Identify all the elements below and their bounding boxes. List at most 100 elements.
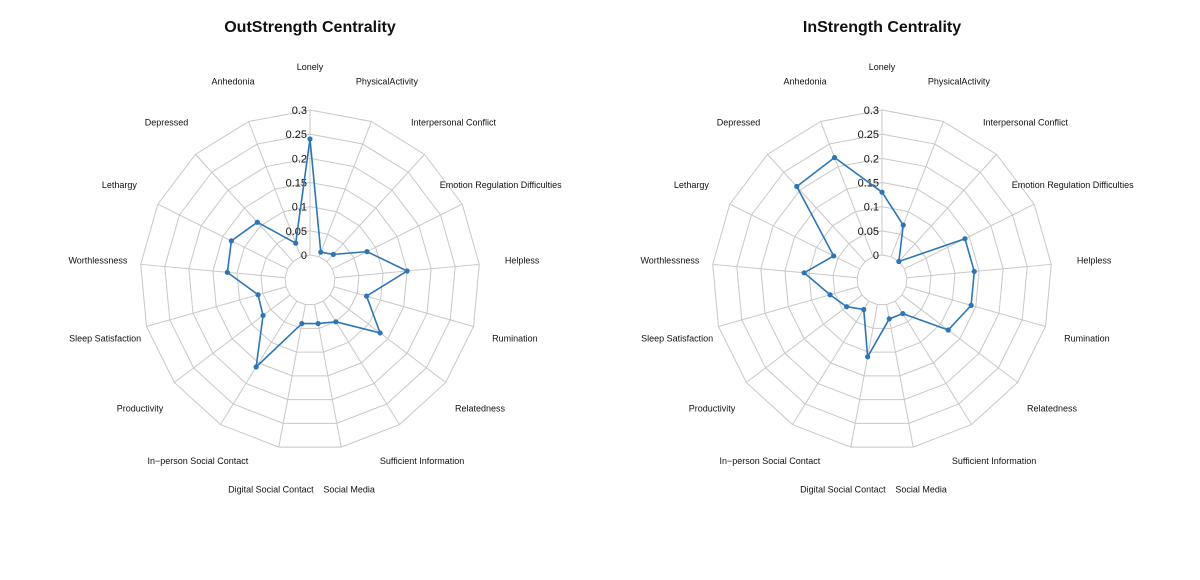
- outstrength-spoke: [140, 263, 286, 279]
- instrength-point-physicalactivity: [900, 222, 906, 228]
- outstrength-axis-label-worthlessness: Worthlessness: [68, 255, 127, 265]
- outstrength-point-physicalactivity: [318, 249, 324, 255]
- instrength-point-sleep-satisfaction: [827, 292, 833, 298]
- outstrength-radar-chart: OutStrength Centrality 0 0.05 0.1 0.15 0.2 0.…: [68, 19, 562, 494]
- outstrength-spoke: [326, 154, 425, 262]
- outstrength-r-tick-label: 0: [301, 250, 307, 262]
- outstrength-spoke: [314, 304, 342, 448]
- instrength-spoke: [905, 286, 1046, 328]
- outstrength-grid-ring: [260, 230, 360, 329]
- instrength-chart-title: InStrength Centrality: [803, 19, 961, 36]
- outstrength-grid-ring: [212, 181, 408, 377]
- instrength-axis-label-relatedness: Relatedness: [1027, 403, 1078, 413]
- instrength-spoke: [886, 304, 914, 448]
- outstrength-axis-label-sleep-satisfaction: Sleep Satisfaction: [69, 333, 141, 343]
- instrength-spoke: [894, 300, 972, 425]
- instrength-spoke: [850, 304, 878, 448]
- outstrength-spoke: [146, 286, 287, 328]
- outstrength-grid-ring: [164, 133, 456, 424]
- outstrength-spoke: [329, 294, 446, 383]
- outstrength-spoke: [174, 294, 291, 383]
- instrength-spoke: [718, 286, 859, 328]
- instrength-r-tick-label: 0.2: [864, 153, 879, 165]
- outstrength-spoke: [333, 286, 474, 328]
- instrength-axis-label-emotion-regulation-difficulties: Emotion Regulation Difficulties: [1012, 180, 1134, 190]
- instrength-point-relatedness: [945, 327, 951, 333]
- instrength-grid-ring: [832, 230, 932, 329]
- instrength-axis-label-worthlessness: Worthlessness: [640, 255, 699, 265]
- instrength-spoke: [792, 300, 870, 425]
- instrength-point-depressed: [794, 183, 800, 190]
- outstrength-chart-title: OutStrength Centrality: [224, 19, 396, 36]
- instrength-point-productivity: [844, 304, 850, 310]
- instrength-axis-label-sufficient-information: Sufficient Information: [952, 456, 1036, 466]
- outstrength-grid-ring: [140, 109, 480, 448]
- outstrength-axis-label-helpless: Helpless: [505, 255, 540, 265]
- instrength-axis-label-sleep-satisfaction: Sleep Satisfaction: [641, 333, 713, 343]
- outstrength-point-anhedonia: [293, 240, 299, 246]
- outstrength-axis-label-lonely: Lonely: [297, 62, 324, 72]
- outstrength-point-social-media: [315, 320, 321, 327]
- instrength-point-social-media: [886, 316, 892, 322]
- instrength-axis-label-lethargy: Lethargy: [674, 180, 710, 190]
- outstrength-point-helpless: [404, 268, 410, 274]
- outstrength-axis-label-in-person-social-contact: In−person Social Contact: [147, 456, 248, 466]
- outstrength-axis-label-lethargy: Lethargy: [102, 180, 138, 190]
- instrength-axis-label-helpless: Helpless: [1077, 255, 1112, 265]
- outstrength-point-relatedness: [377, 330, 383, 336]
- outstrength-grid-ring: [188, 157, 432, 401]
- outstrength-spoke: [220, 300, 298, 425]
- instrength-point-in-person-social-contact: [861, 306, 867, 313]
- instrength-point-lethargy: [831, 253, 837, 259]
- instrength-grid-ring: [736, 133, 1028, 424]
- outstrength-axis-label-sufficient-information: Sufficient Information: [380, 456, 464, 466]
- instrength-grid-ring: [808, 206, 956, 353]
- outstrength-r-tick-label: 0.1: [292, 202, 307, 214]
- instrength-point-rumination: [968, 302, 974, 308]
- instrength-r-tick-label: 0.3: [864, 105, 879, 117]
- instrength-r-tick-label: 0.1: [864, 202, 879, 214]
- outstrength-point-productivity: [260, 312, 266, 319]
- instrength-point-anhedonia: [831, 154, 838, 161]
- instrength-series-line: [795, 156, 976, 358]
- instrength-axis-label-social-media: Social Media: [895, 484, 947, 494]
- instrength-grid-ring: [856, 254, 908, 306]
- outstrength-axis-label-rumination: Rumination: [492, 333, 538, 343]
- instrength-spoke: [746, 294, 863, 383]
- outstrength-point-emotion-regulation-difficulties: [364, 249, 370, 255]
- outstrength-axis-label-depressed: Depressed: [145, 118, 189, 128]
- instrength-point-lonely: [879, 189, 885, 195]
- instrength-grid-ring: [760, 157, 1004, 401]
- instrength-spoke: [890, 121, 944, 257]
- outstrength-axis-label-relatedness: Relatedness: [455, 403, 506, 413]
- outstrength-grid-ring: [236, 206, 384, 353]
- instrength-spoke: [906, 263, 1052, 279]
- instrength-radar-chart: InStrength Centrality 00.050.10.150.20.2…: [640, 19, 1134, 494]
- outstrength-grid-ring: [284, 254, 336, 306]
- instrength-axis-label-physicalactivity: PhysicalActivity: [928, 76, 991, 86]
- instrength-r-tick-label: 0: [873, 250, 879, 262]
- instrength-point-emotion-regulation-difficulties: [962, 236, 968, 242]
- instrength-point-worthlessness: [801, 270, 807, 276]
- outstrength-point-interpersonal-conflict: [330, 251, 336, 257]
- outstrength-point-rumination: [363, 293, 370, 299]
- outstrength-r-tick-label: 0.05: [286, 226, 307, 238]
- outstrength-axis-label-emotion-regulation-difficulties: Emotion Regulation Difficulties: [440, 180, 562, 190]
- outstrength-point-in-person-social-contact: [253, 364, 259, 370]
- instrength-r-tick-label: 0.05: [858, 226, 879, 238]
- outstrength-point-sufficient-information: [333, 319, 339, 325]
- instrength-spoke: [898, 154, 997, 262]
- instrength-point-sufficient-information: [900, 310, 906, 317]
- outstrength-spoke: [332, 203, 463, 270]
- outstrength-axis-label-productivity: Productivity: [117, 403, 164, 413]
- outstrength-r-tick-label: 0.25: [286, 129, 307, 141]
- outstrength-point-lonely: [307, 136, 313, 142]
- outstrength-r-tick-label: 0.15: [286, 178, 307, 190]
- outstrength-spoke: [318, 121, 372, 257]
- outstrength-spoke: [278, 304, 306, 448]
- instrength-axis-label-in-person-social-contact: In−person Social Contact: [719, 456, 820, 466]
- outstrength-spoke: [157, 203, 288, 270]
- instrength-grid-ring: [784, 181, 980, 377]
